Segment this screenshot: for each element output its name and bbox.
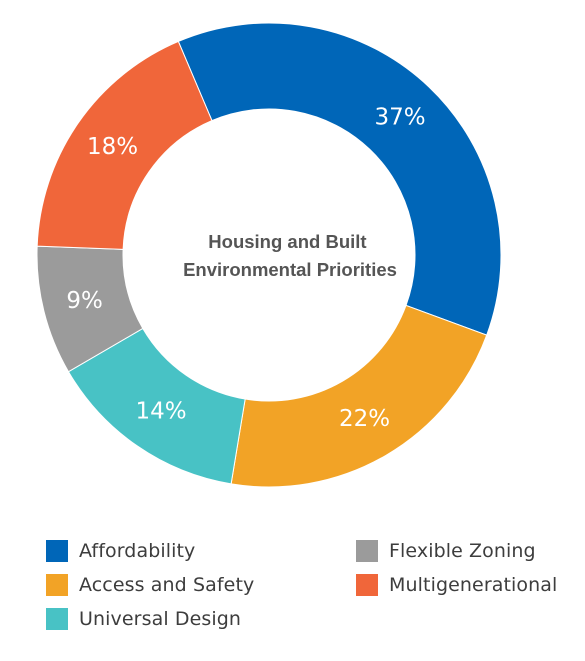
chart-title-line-2: Environmental Priorities <box>183 259 397 280</box>
legend-label-flexible-zoning: Flexible Zoning <box>389 540 536 562</box>
donut-slices <box>36 22 502 488</box>
slice-label-universal-design: 14% <box>136 398 187 424</box>
legend-swatch-access-and-safety <box>46 574 68 596</box>
legend-item-flexible-zoning: Flexible Zoning <box>356 538 536 564</box>
slice-affordability <box>177 22 502 336</box>
legend-swatch-affordability <box>46 540 68 562</box>
legend-swatch-multigenerational <box>356 574 378 596</box>
legend-label-multigenerational: Multigenerational <box>389 574 558 596</box>
legend-item-access-and-safety: Access and Safety <box>46 572 254 598</box>
slice-label-multigenerational: 18% <box>87 134 138 160</box>
chart-title: Housing and Built Environmental Prioriti… <box>183 231 397 280</box>
legend-label-affordability: Affordability <box>79 540 196 562</box>
slice-multigenerational <box>36 40 213 250</box>
donut-slice-labels: 37% 22% 14% 9% 18% <box>66 104 425 432</box>
legend-item-multigenerational: Multigenerational <box>356 572 557 598</box>
slice-label-flexible-zoning: 9% <box>66 288 103 314</box>
legend-label-access-and-safety: Access and Safety <box>79 574 255 596</box>
chart-title-line-1: Housing and Built <box>208 231 366 252</box>
legend-swatch-flexible-zoning <box>356 540 378 562</box>
legend-item-affordability: Affordability <box>46 538 195 564</box>
legend-item-universal-design: Universal Design <box>46 606 241 632</box>
legend-label-universal-design: Universal Design <box>79 608 242 630</box>
slice-label-affordability: 37% <box>374 104 425 130</box>
legend-swatch-universal-design <box>46 608 68 630</box>
donut-chart: 37% 22% 14% 9% 18% Housing and Built Environ… <box>36 22 502 488</box>
slice-label-access-and-safety: 22% <box>339 406 390 432</box>
slice-access-and-safety <box>230 304 488 488</box>
